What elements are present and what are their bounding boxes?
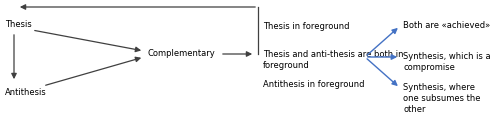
Text: Both are «achieved»: Both are «achieved» bbox=[403, 21, 490, 30]
Text: Antithesis in foreground: Antithesis in foreground bbox=[263, 80, 364, 89]
Text: Thesis: Thesis bbox=[5, 20, 32, 29]
Text: Antithesis: Antithesis bbox=[5, 88, 47, 97]
Text: Thesis and anti-thesis are both in
foreground: Thesis and anti-thesis are both in foreg… bbox=[263, 50, 404, 70]
Text: Complementary: Complementary bbox=[148, 50, 216, 59]
Text: Synthesis, where
one subsumes the
other: Synthesis, where one subsumes the other bbox=[403, 83, 480, 114]
Text: Synthesis, which is a
compromise: Synthesis, which is a compromise bbox=[403, 52, 490, 72]
Text: Thesis in foreground: Thesis in foreground bbox=[263, 22, 350, 31]
